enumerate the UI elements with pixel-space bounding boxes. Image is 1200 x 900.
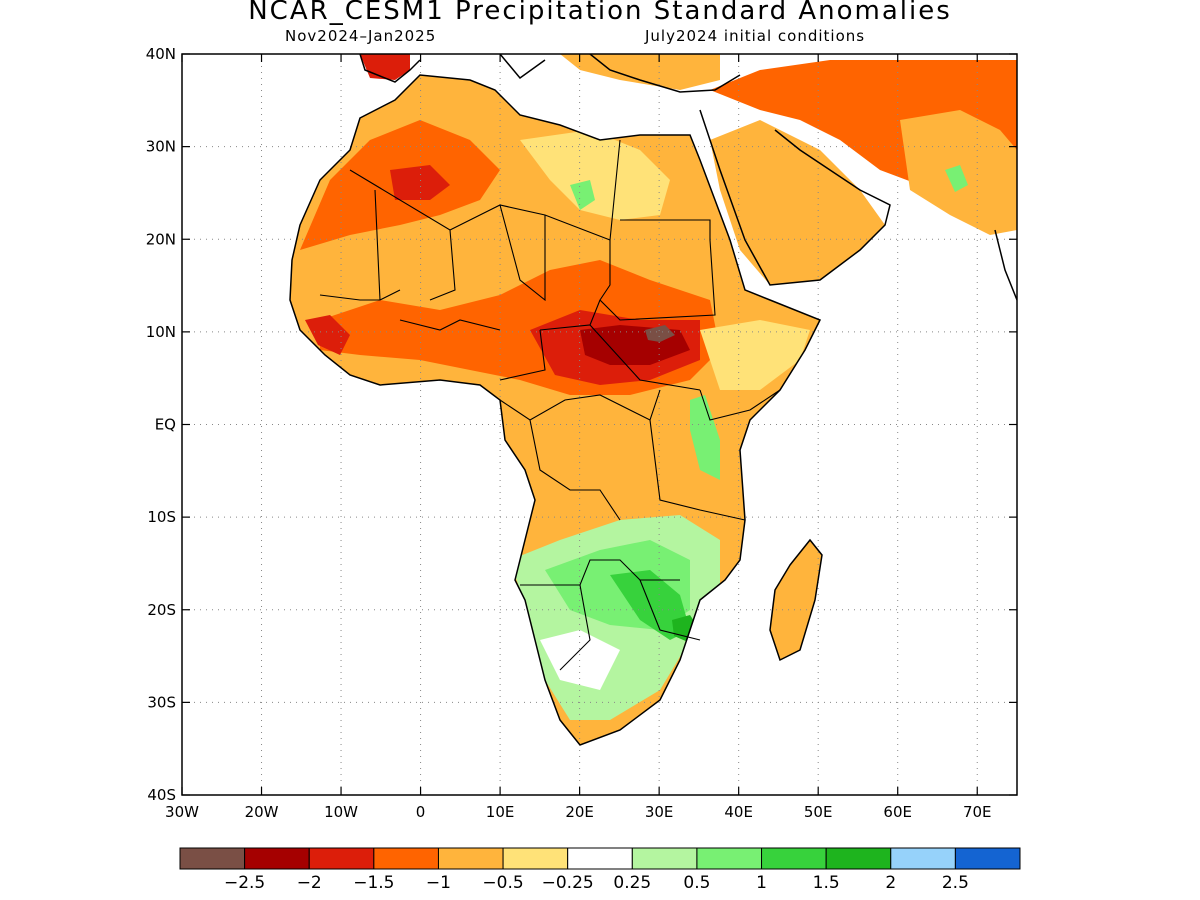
arabia-coastline	[699, 109, 891, 286]
colorbar-label: 1	[756, 873, 767, 893]
anomaly-ne-positive	[570, 180, 595, 210]
lat-label: 30N	[146, 138, 176, 156]
initial-conditions-label: July2024 initial conditions	[645, 27, 866, 45]
colorbar-swatch	[696, 847, 763, 870]
colorbar-label: 0.25	[613, 873, 651, 893]
india-coastline	[994, 229, 1017, 301]
colorbar-labels: −2.5 −2 −1.5 −1 −0.5 −0.25 0.25 0.5 1 1.5 2 2.5	[224, 873, 969, 893]
lat-label: 30S	[147, 693, 176, 711]
colorbar-swatch	[825, 847, 892, 870]
lon-label: 0	[416, 803, 426, 821]
lon-label: 20E	[565, 803, 594, 821]
colorbar-label: −2	[297, 873, 322, 893]
anomaly-madagascar	[770, 540, 822, 660]
anomaly-west-coast	[305, 315, 350, 355]
lat-label: 10N	[146, 323, 176, 341]
europe-coastline	[359, 54, 741, 93]
lon-label: 50E	[804, 803, 833, 821]
colorbar-label: −0.25	[542, 873, 594, 893]
lon-label: 10W	[324, 803, 358, 821]
colorbar-swatch	[567, 847, 633, 870]
lat-label: 40S	[147, 786, 176, 804]
coastlines	[289, 54, 1017, 746]
lat-label: 10S	[147, 508, 176, 526]
forecast-period: Nov2024–Jan2025	[285, 27, 437, 45]
country-borders	[319, 139, 781, 671]
lon-label: 40E	[724, 803, 753, 821]
colorbar-swatch	[373, 847, 439, 870]
lat-label: 20N	[146, 230, 176, 248]
colorbar-swatch	[308, 847, 375, 870]
lat-label: EQ	[155, 416, 176, 434]
anomaly-iran-green	[945, 165, 968, 192]
colorbar-swatch	[954, 847, 1021, 870]
anomaly-north-africa-dark	[390, 165, 450, 200]
colorbar-swatch	[631, 847, 698, 870]
anomaly-arabia	[710, 120, 885, 285]
latitude-labels: 40N 30N 20N 10N EQ 10S 20S 30S 40S	[146, 45, 176, 804]
anomaly-east-positive	[690, 395, 720, 480]
colorbar-swatch	[244, 847, 310, 870]
madagascar-coastline	[769, 538, 823, 662]
colorbar-label: 2	[885, 873, 896, 893]
colorbar-label: −1	[426, 873, 451, 893]
africa-coastline	[289, 74, 822, 746]
colorbar-swatch	[179, 847, 246, 870]
map-title: NCAR_CESM1 Precipitation Standard Anomal…	[248, 0, 952, 26]
colorbar-label: −1.5	[353, 873, 394, 893]
colorbar-swatch	[437, 847, 504, 870]
lat-label: 20S	[147, 601, 176, 619]
anomaly-mediterranean	[560, 54, 720, 90]
lon-label: 30W	[165, 803, 199, 821]
longitude-labels: 30W 20W 10W 0 10E 20E 30E 40E 50E 60E 70E	[165, 803, 991, 821]
anomaly-north-light	[520, 130, 670, 220]
anomaly-horn-light	[700, 320, 810, 390]
colorbar-swatch	[761, 847, 827, 870]
colorbar-label: −2.5	[224, 873, 265, 893]
colorbar-label: 1.5	[813, 873, 840, 893]
colorbar-label: −0.5	[482, 873, 523, 893]
colorbar-swatch	[890, 847, 956, 870]
lon-label: 10E	[486, 803, 515, 821]
colorbar-label: 0.5	[683, 873, 710, 893]
lon-label: 60E	[883, 803, 912, 821]
anomaly-central-core	[645, 325, 675, 342]
lon-label: 30E	[645, 803, 674, 821]
precipitation-anomaly-field	[290, 54, 1017, 745]
colorbar	[179, 847, 1021, 870]
lat-label: 40N	[146, 45, 176, 63]
axis-ticks	[181, 53, 1017, 796]
colorbar-label: 2.5	[942, 873, 969, 893]
lon-label: 20W	[245, 803, 279, 821]
lon-label: 70E	[963, 803, 992, 821]
colorbar-swatch	[502, 847, 569, 870]
